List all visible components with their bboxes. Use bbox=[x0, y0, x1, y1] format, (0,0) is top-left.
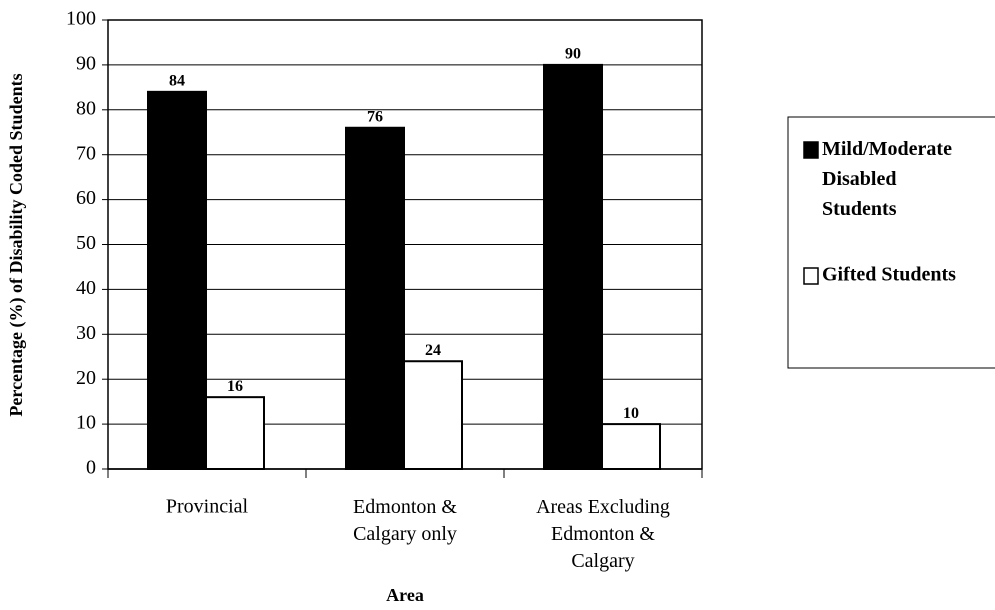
bar bbox=[345, 126, 405, 470]
y-tick-label: 0 bbox=[86, 457, 96, 479]
data-label: 84 bbox=[169, 73, 185, 90]
x-tick-label: Areas Excluding Edmonton & Calgary bbox=[536, 496, 670, 572]
y-tick-label: 80 bbox=[76, 97, 96, 119]
y-tick-label: 50 bbox=[76, 232, 96, 254]
legend-label: Mild/Moderate Disabled Students bbox=[822, 138, 952, 220]
bar bbox=[543, 63, 603, 471]
legend-box bbox=[787, 116, 995, 369]
x-tick-label: Edmonton & Calgary only bbox=[353, 496, 457, 545]
bar bbox=[403, 360, 463, 470]
x-tick-label: Provincial bbox=[166, 496, 249, 518]
y-tick-label: 20 bbox=[76, 367, 96, 389]
y-tick-label: 40 bbox=[76, 277, 96, 299]
y-tick-label: 100 bbox=[66, 8, 96, 30]
data-label: 10 bbox=[623, 405, 639, 422]
y-tick-label: 30 bbox=[76, 322, 96, 344]
y-tick-label: 70 bbox=[76, 142, 96, 164]
bar bbox=[147, 90, 207, 470]
y-tick-label: 60 bbox=[76, 187, 96, 209]
legend-swatch bbox=[803, 141, 819, 159]
data-label: 24 bbox=[425, 342, 441, 359]
legend-swatch bbox=[803, 267, 819, 285]
legend-label: Gifted Students bbox=[822, 264, 956, 286]
y-tick-label: 90 bbox=[76, 52, 96, 74]
bar bbox=[205, 396, 265, 470]
y-axis-label: Percentage (%) of Disability Coded Stude… bbox=[6, 73, 27, 416]
y-tick-label: 10 bbox=[76, 412, 96, 434]
data-label: 76 bbox=[367, 108, 383, 125]
data-label: 16 bbox=[227, 378, 243, 395]
data-label: 90 bbox=[565, 46, 581, 63]
x-axis-label: Area bbox=[386, 585, 424, 605]
bar bbox=[601, 423, 661, 471]
